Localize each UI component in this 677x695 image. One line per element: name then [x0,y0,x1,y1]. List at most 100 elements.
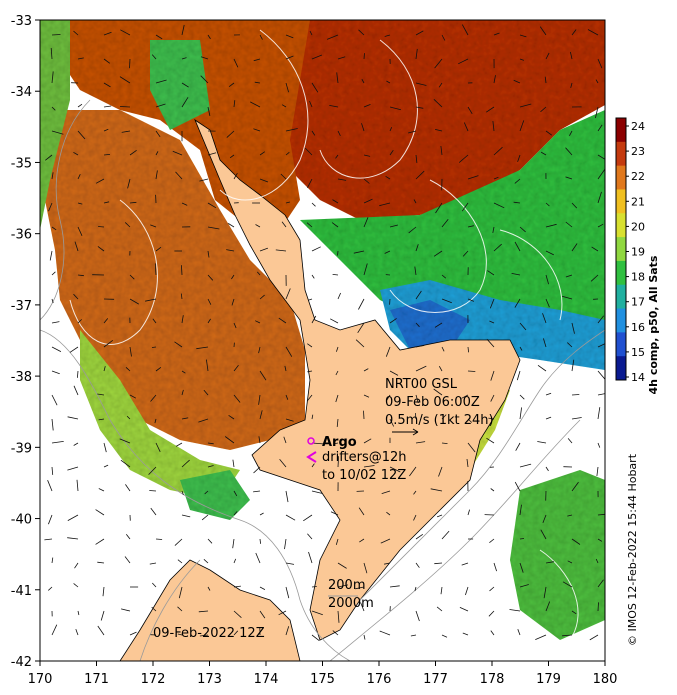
current-vector [151,606,157,612]
credit-text: © IMOS 12-Feb-2022 15:44 Hobart [626,453,639,646]
current-vector [285,586,290,599]
colorbar-segment [616,213,626,238]
lon-tick-label: 174 [254,672,279,687]
current-vector [540,106,547,113]
current-vector [150,224,157,228]
current-vector [326,34,339,40]
current-vector [150,507,157,516]
current-vector [467,442,476,453]
current-vector [285,34,294,39]
current-vector [285,514,296,521]
current-vector [51,557,54,564]
current-vector [67,416,79,420]
current-vector [152,318,157,324]
current-vector [430,488,443,492]
current-vector [441,298,452,304]
current-vector [285,201,290,204]
current-vector [590,274,599,282]
current-vector [415,48,418,60]
colorbar-label: 18 [631,271,645,284]
current-vector [336,418,339,427]
colorbar-label: 22 [631,170,645,183]
current-vector [467,346,469,353]
current-vector [47,480,53,492]
current-vector [181,417,189,420]
land-south-island [119,559,301,661]
current-vector [545,223,557,228]
current-vector [154,418,157,424]
current-vector [48,586,53,591]
gsl-label-line1: NRT00 GSL [385,377,458,392]
current-vector [415,106,424,109]
current-vector [198,610,209,613]
current-vector [519,120,525,132]
current-vector [233,172,238,180]
current-vector [207,152,217,156]
current-vector [385,175,391,180]
current-vector [177,606,183,612]
current-vector [540,151,547,156]
colorbar-segment [616,165,626,190]
current-vector [207,298,212,305]
current-vector [545,274,549,285]
current-vector [545,392,552,396]
current-vector [595,79,599,84]
current-vector [98,418,105,421]
colorbar-title: 4h comp, p50, All Sats [647,255,660,394]
current-vector [155,79,167,84]
current-vector [73,385,79,396]
current-vector [231,298,235,306]
current-vector [152,582,157,588]
colorbar-segment [616,260,626,286]
current-vector [409,466,417,477]
current-vector [120,29,131,36]
current-vector [389,318,397,324]
current-vector [285,418,294,422]
lat-tick-label: -38 [11,370,32,385]
bathymetry-contours [40,99,605,661]
current-vector [145,298,157,302]
current-vector [467,418,473,423]
lat-tick-label: -34 [11,85,32,100]
argo-marker [307,437,315,445]
current-vector [467,509,470,516]
current-vector [415,170,425,180]
current-vector [51,226,57,231]
current-vector [181,315,184,324]
current-vector [535,634,547,640]
current-vector [441,346,445,352]
current-vector [433,250,443,257]
current-vector [77,130,86,140]
current-vector [519,463,532,468]
sst-green-nw-strip [40,20,70,230]
current-vector [51,624,58,636]
current-vector [486,437,495,444]
current-vector [124,556,131,564]
current-vector [571,481,579,492]
current-vector [361,79,365,84]
current-vector [519,34,527,38]
current-vector [489,320,495,324]
sst-orange-nw [60,20,310,240]
current-vector [565,274,573,278]
current-vector [389,149,394,156]
colorbar-frame [615,117,627,381]
colorbar-label: 23 [631,145,645,158]
current-vector [311,246,321,252]
current-vector [434,322,443,328]
current-vector [151,346,157,348]
current-vector [73,30,79,36]
current-vector [597,315,605,324]
current-vector [485,106,495,113]
current-vector [337,56,346,60]
current-vector [337,456,339,468]
current-vector [381,490,391,494]
current-vector [307,343,313,348]
lon-tick-label: 173 [197,672,222,687]
current-vector [490,630,495,636]
current-vector [175,171,183,180]
current-vector [196,346,209,350]
current-vector [545,52,550,60]
current-vector [514,241,521,252]
current-vector [415,533,424,540]
